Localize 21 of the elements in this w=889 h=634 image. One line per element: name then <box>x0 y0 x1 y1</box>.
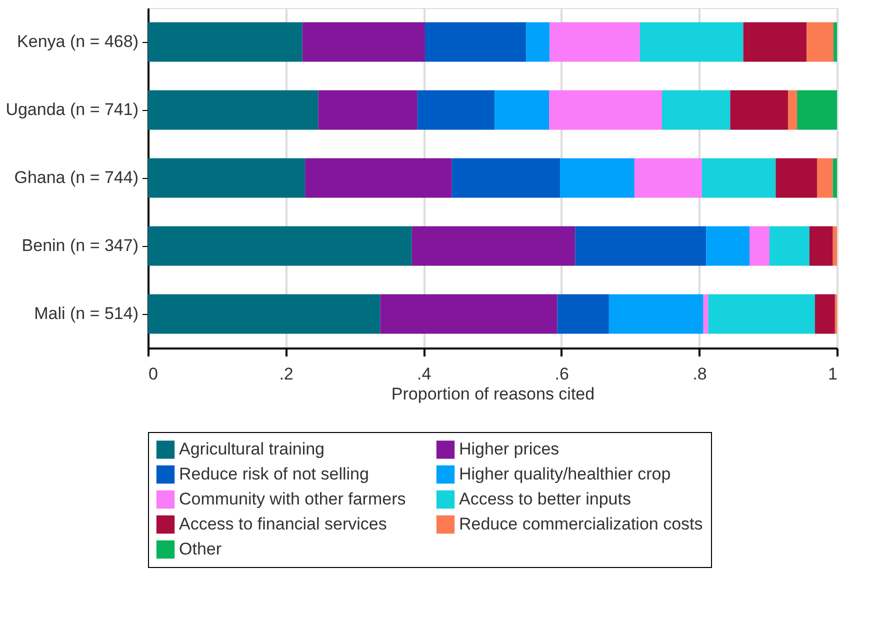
legend-label: Access to better inputs <box>459 490 631 508</box>
x-tick-label: 0 <box>148 364 158 384</box>
legend-label: Reduce risk of not selling <box>179 464 369 484</box>
legend-label: Agricultural training <box>179 440 325 459</box>
x-tick-label: .4 <box>417 364 432 384</box>
y-tick-label: Uganda (n = 741) <box>6 100 138 119</box>
y-tick-label: Ghana (n = 744) <box>14 168 138 187</box>
x-tick-label: .8 <box>692 364 707 384</box>
y-tick-label: Kenya (n = 468) <box>17 32 138 51</box>
legend-label: Other <box>179 540 222 558</box>
x-tick-label: .6 <box>554 364 569 384</box>
x-tick-label: .2 <box>279 364 294 384</box>
legend-label: Higher prices <box>459 440 560 459</box>
legend-label: Community with other farmers <box>179 490 406 508</box>
legend-label: Access to financial services <box>179 514 387 534</box>
y-tick-label: Mali (n = 514) <box>34 304 138 323</box>
y-tick-label: Benin (n = 347) <box>22 236 138 255</box>
legend-label: Reduce commercialization costs <box>459 514 703 534</box>
x-axis-title: Proportion of reasons cited <box>391 384 595 404</box>
legend-label: Higher quality/healthier crop <box>459 464 671 484</box>
x-tick-label: 1 <box>828 364 838 384</box>
